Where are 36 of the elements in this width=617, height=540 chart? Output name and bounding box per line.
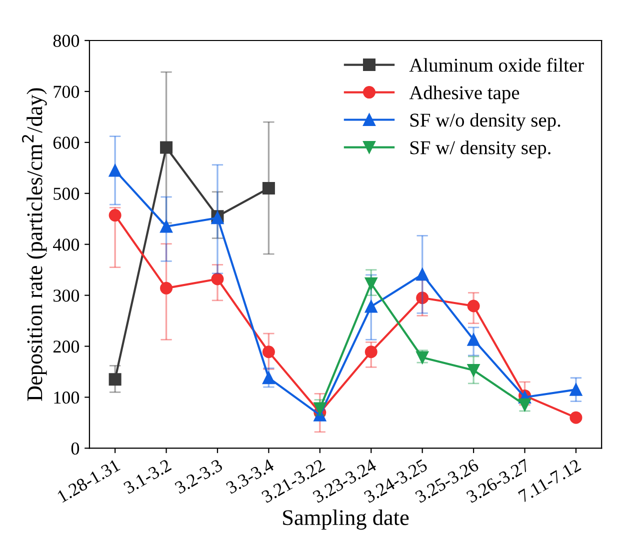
- point: [262, 182, 275, 195]
- y-axis-title: Deposition rate (particles/cm$^{2}$/day): [22, 88, 47, 401]
- y-tick-label: 200: [53, 340, 80, 353]
- y-tick-label: 0: [71, 442, 80, 455]
- point: [570, 411, 582, 424]
- point: [364, 300, 378, 313]
- legend-label: SF w/ density sep.: [410, 140, 550, 158]
- point: [160, 282, 173, 294]
- point: [262, 372, 275, 384]
- y-tick-label: 800: [53, 34, 80, 47]
- x-axis-title: Sampling date: [283, 509, 409, 530]
- point: [416, 292, 429, 304]
- point: [364, 346, 378, 358]
- point: [108, 164, 122, 177]
- point: [160, 141, 173, 154]
- y-tick-label: 600: [53, 136, 80, 149]
- point: [364, 277, 378, 290]
- point: [467, 300, 480, 312]
- y-tick-label: 500: [54, 188, 80, 200]
- legend-label: SF w/o density sep.: [410, 113, 560, 131]
- point: [108, 209, 122, 222]
- point: [108, 373, 122, 386]
- point: [467, 333, 480, 346]
- legend-label: Aluminum oxide filter: [409, 58, 584, 72]
- point: [160, 220, 173, 233]
- point: [262, 346, 275, 358]
- y-tick-label: 100: [54, 391, 80, 404]
- point: [570, 383, 582, 396]
- y-tick-label: 300: [54, 290, 80, 302]
- point: [416, 268, 429, 281]
- point: [467, 364, 480, 376]
- y-tick-label: 400: [53, 238, 80, 251]
- point: [211, 272, 224, 286]
- y-tick-label: 700: [54, 86, 80, 98]
- point: [314, 402, 326, 415]
- legend-label: Adhesive tape: [409, 86, 520, 104]
